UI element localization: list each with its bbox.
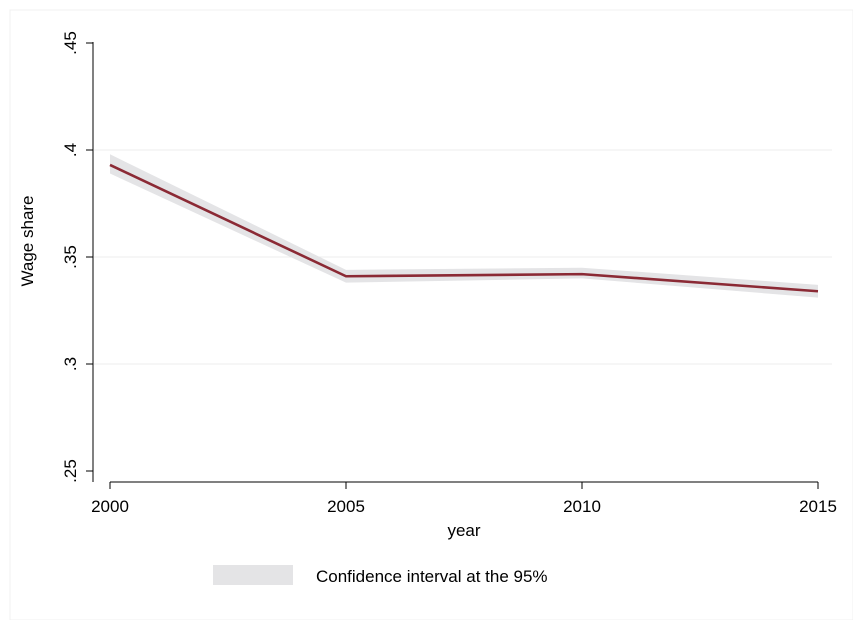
x-tick-label: 2005 [327, 497, 365, 516]
x-axis-label: year [447, 521, 480, 540]
x-tick-label: 2015 [799, 497, 837, 516]
legend: Confidence interval at the 95% [213, 565, 548, 586]
grid-lines [94, 149, 832, 365]
x-tick-label: 2010 [563, 497, 601, 516]
outer-frame [9, 9, 853, 620]
y-tick-label: .4 [61, 143, 80, 157]
legend-label: Confidence interval at the 95% [316, 567, 548, 586]
wage-share-line [109, 163, 819, 293]
confidence-interval-band [110, 154, 818, 298]
y-axis-label: Wage share [18, 195, 37, 286]
y-tick-label: .3 [61, 357, 80, 371]
x-tick-label: 2000 [91, 497, 129, 516]
y-tick-label: .45 [61, 31, 80, 55]
y-tick-label: .35 [61, 245, 80, 269]
legend-swatch [213, 565, 293, 585]
y-tick-label: .25 [61, 459, 80, 483]
